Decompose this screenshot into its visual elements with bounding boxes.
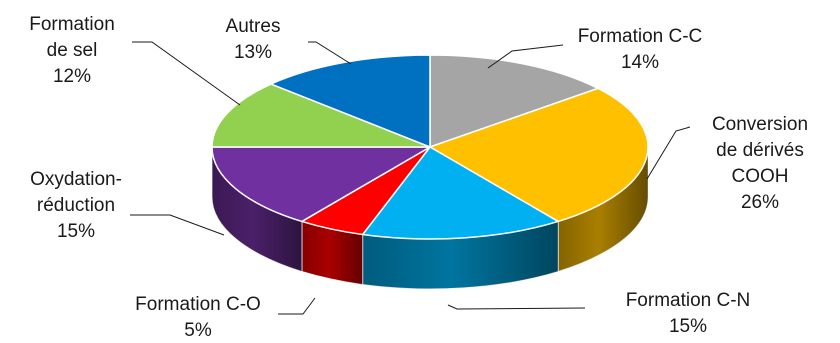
slice-label-line: Formation C-C	[578, 26, 703, 47]
slice-percent: 26%	[741, 192, 779, 213]
slice-label-line: COOH	[732, 166, 789, 187]
leader-line-formation-de-sel	[132, 41, 241, 106]
pie-slice-autres	[270, 54, 431, 148]
pie-side-shade-formation-c-o	[301, 221, 363, 285]
slice-label-line: réduction	[37, 195, 115, 216]
leader-line-formation-c-c	[487, 44, 564, 69]
slice-percent: 15%	[669, 316, 707, 337]
leader-line-conversion-de-derives-cooh	[646, 126, 691, 180]
pie-slice-oxydation-reduction	[211, 146, 431, 223]
leader-line-autres	[308, 41, 352, 65]
slice-label-line: Conversion	[712, 114, 808, 135]
slice-percent: 15%	[57, 221, 95, 242]
slice-label-line: de sel	[47, 40, 98, 61]
pie-side-shade-oxydation-reduction	[211, 147, 302, 272]
slice-label-line: Formation	[29, 14, 115, 35]
leader-line-formation-c-o	[278, 297, 316, 315]
pie-slice-formation-c-n	[361, 146, 559, 240]
slice-label-line: Oxydation-	[30, 169, 122, 190]
slice-percent: 5%	[184, 320, 212, 341]
label-leaders	[130, 41, 691, 315]
pie-tops	[211, 54, 649, 240]
slice-label-line: Formation C-O	[135, 294, 261, 315]
slice-label-line: Formation C-N	[626, 290, 751, 311]
pie-slice-conversion-de-derives-cooh	[429, 87, 649, 223]
slice-label-formation-de-sel: Formation de sel 12%	[29, 14, 115, 87]
slice-label-autres: Autres 13%	[226, 16, 281, 63]
slice-label-formation-c-n: Formation C-N 15%	[626, 290, 751, 337]
pie-side-shade-conversion-de-derives-cooh	[558, 147, 648, 272]
pie-side-shade-formation-c-n	[362, 221, 559, 290]
slice-label-line: Autres	[226, 16, 281, 37]
slice-label-line: de dérivés	[716, 140, 804, 161]
slice-label-conversion-de-derives-cooh: Conversion de dérivés COOH 26%	[712, 114, 808, 213]
slice-percent: 13%	[234, 42, 272, 63]
leader-line-formation-c-n	[447, 304, 586, 310]
slice-percent: 12%	[53, 66, 91, 87]
slice-label-formation-c-o: Formation C-O 5%	[135, 294, 261, 341]
slice-label-formation-c-c: Formation C-C 14%	[578, 26, 703, 73]
pie-slice-formation-de-sel	[211, 83, 431, 148]
slice-labels: Formation C-C 14% Conversion de dérivés COOH…	[29, 14, 808, 341]
slice-label-oxydation-reduction: Oxydation-réduction 15%	[30, 169, 122, 242]
leader-line-oxydation-reduction	[130, 214, 225, 236]
pie-slice-formation-c-c	[429, 54, 599, 148]
slice-percent: 14%	[621, 52, 659, 73]
